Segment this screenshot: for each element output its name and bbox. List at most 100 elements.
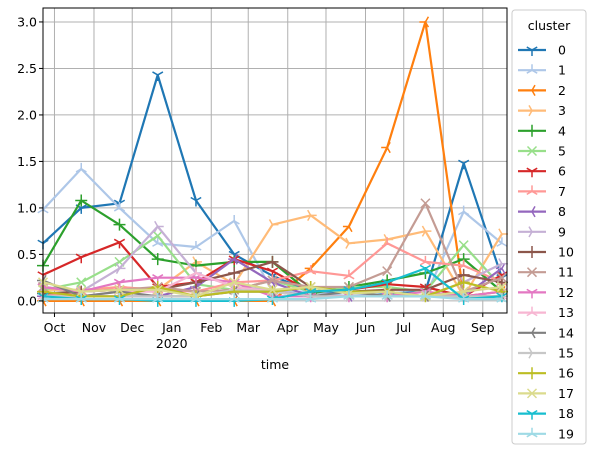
data-point	[307, 209, 317, 221]
data-point	[76, 286, 87, 297]
legend-item-18: 18	[518, 406, 574, 421]
data-point	[268, 219, 279, 231]
legend-item-11: 11	[518, 265, 574, 280]
legend-marker	[526, 427, 538, 438]
data-point	[458, 159, 470, 170]
data-point	[76, 277, 87, 288]
legend-label: 8	[558, 204, 566, 219]
legend-marker	[526, 306, 538, 317]
legend-label: 16	[558, 366, 574, 381]
data-point	[229, 277, 240, 288]
x-tick-label: Mar	[236, 320, 260, 335]
data-point	[496, 281, 507, 292]
y-tick-label: 2.5	[17, 61, 37, 76]
x-tick-label: Dec	[120, 320, 144, 335]
data-point	[496, 293, 508, 303]
legend-item-6: 6	[518, 164, 566, 179]
grid-layer	[43, 8, 507, 313]
legend-item-19: 19	[518, 426, 574, 441]
legend-item-7: 7	[518, 184, 566, 199]
legend-marker	[526, 145, 538, 157]
data-point	[458, 259, 470, 270]
legend-box	[511, 9, 587, 445]
data-point	[113, 293, 126, 303]
data-point	[152, 293, 164, 303]
data-point	[381, 290, 393, 300]
legend-item-9: 9	[518, 224, 566, 239]
legend-marker	[528, 226, 538, 238]
legend-marker	[526, 367, 538, 380]
plot-frame	[42, 7, 508, 314]
legend-marker	[526, 185, 538, 196]
x-axis-title: time	[261, 357, 290, 372]
legend-marker	[526, 64, 538, 74]
data-point	[113, 218, 126, 231]
data-point	[113, 238, 126, 249]
x-tick-label: Apr	[277, 320, 299, 335]
legend-label: 10	[558, 245, 574, 260]
data-point	[382, 266, 393, 277]
axis-layer: 0.0 0.5 1.0 1.5 2.0 2.5 3.0 Oct Nov Dec Jan Feb Mar A…	[17, 14, 495, 335]
legend-label: 15	[558, 346, 574, 361]
x-tick-label: Jun	[355, 320, 376, 335]
legend-label: 4	[558, 123, 566, 138]
data-point	[496, 237, 508, 247]
legend-title: cluster	[528, 18, 571, 33]
x-tick-label: Aug	[431, 320, 455, 335]
data-point	[114, 284, 125, 295]
y-tick-label: 2.0	[17, 107, 37, 122]
legend-marker	[526, 409, 538, 420]
legend-label: 7	[558, 184, 566, 199]
data-point	[458, 293, 470, 303]
legend-label: 11	[558, 265, 574, 280]
x-tick-label: Oct	[44, 320, 66, 335]
legend-item-4: 4	[518, 123, 566, 138]
data-point	[419, 290, 432, 300]
legend-label: 1	[558, 63, 566, 78]
data-point	[419, 255, 432, 266]
legend-marker	[528, 105, 538, 117]
legend-item-16: 16	[518, 366, 574, 381]
data-point	[151, 253, 164, 266]
legend-label: 14	[558, 325, 574, 340]
data-point	[343, 269, 355, 280]
data-point	[381, 141, 391, 154]
legend-item-12: 12	[518, 285, 574, 300]
legend-label: 13	[558, 305, 574, 320]
data-point	[342, 220, 353, 233]
data-point	[113, 201, 126, 212]
data-point	[343, 290, 355, 300]
data-point	[267, 275, 278, 286]
y-tick-label: 1.5	[17, 154, 37, 169]
data-point	[75, 253, 87, 264]
data-point	[152, 230, 163, 241]
data-point	[345, 237, 355, 249]
data-point	[305, 265, 317, 275]
data-point	[381, 278, 393, 289]
legend-label: 0	[558, 43, 566, 58]
data-point	[228, 293, 240, 303]
legend-item-17: 17	[518, 386, 574, 401]
legend-marker	[526, 327, 536, 339]
legend-item-0: 0	[518, 43, 566, 58]
data-point	[266, 293, 279, 303]
data-point	[458, 205, 470, 216]
data-point	[419, 264, 432, 275]
data-point	[305, 293, 317, 303]
x-tick-label: Nov	[82, 320, 107, 335]
legend-label: 18	[558, 406, 574, 421]
data-point	[75, 194, 88, 207]
legend-item-8: 8	[518, 204, 566, 219]
data-point	[458, 240, 469, 251]
legend-marker	[526, 388, 538, 399]
legend-item-10: 10	[518, 245, 574, 260]
legend-label: 2	[558, 83, 566, 98]
data-point	[190, 196, 202, 207]
data-point	[152, 71, 164, 81]
legend-marker	[526, 206, 536, 218]
legend-label: 5	[558, 144, 566, 159]
legend-item-2: 2	[518, 83, 566, 98]
series-19	[37, 290, 508, 303]
